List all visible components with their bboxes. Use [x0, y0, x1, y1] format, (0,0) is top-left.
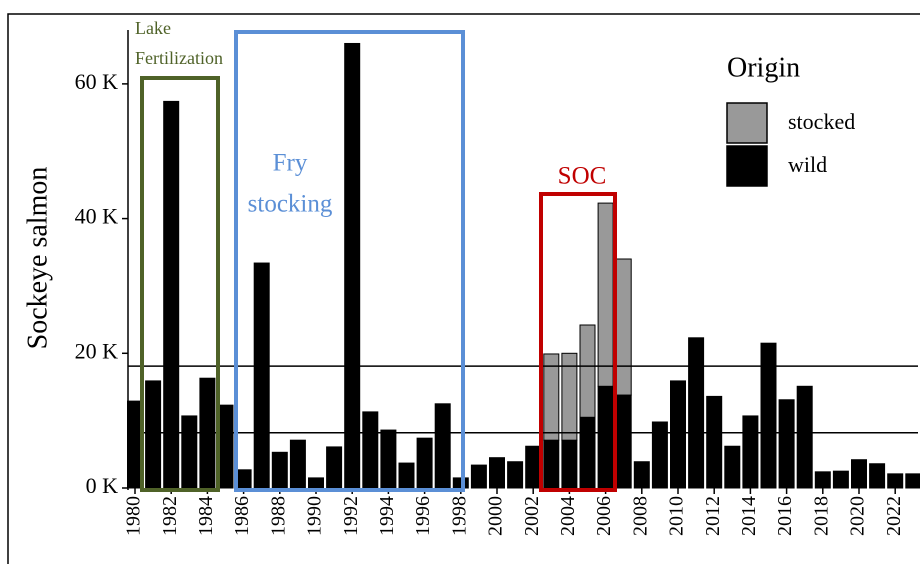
x-tick-label: 1992 [340, 496, 362, 536]
bar [579, 416, 596, 489]
bar [670, 380, 686, 489]
bar [344, 42, 361, 489]
bar [326, 446, 343, 489]
legend-swatch [726, 145, 768, 187]
x-tick-label: 2002 [521, 496, 543, 536]
y-tick-label: 40 K [75, 204, 119, 229]
legend-label: wild [788, 152, 827, 177]
bar [434, 403, 451, 489]
x-tick-label: 2000 [485, 496, 507, 536]
x-tick-label: 2020 [847, 496, 869, 536]
x-tick-label: 1988 [267, 496, 289, 536]
bar [308, 477, 324, 489]
bar [597, 385, 614, 489]
y-tick-label: 60 K [75, 69, 119, 94]
bar [561, 439, 578, 489]
bar [832, 470, 849, 489]
bar [507, 461, 524, 489]
x-tick-label: 1996 [412, 496, 434, 536]
bar [416, 437, 433, 489]
bar [615, 258, 632, 396]
x-tick-label: 2016 [774, 496, 796, 536]
x-tick-label: 2022 [883, 496, 905, 536]
x-tick-label: 2010 [666, 496, 688, 536]
x-tick-label: 1998 [448, 496, 470, 536]
bar [163, 100, 180, 489]
bar [615, 394, 632, 489]
x-tick-label: 1984 [195, 496, 217, 536]
bar [271, 451, 288, 489]
bar [217, 404, 234, 489]
annotation-label: Lake [135, 18, 171, 38]
bar [851, 459, 867, 489]
annotation-label: SOC [558, 163, 607, 190]
bar [869, 463, 886, 489]
bar [181, 415, 198, 489]
bar [489, 457, 505, 489]
bar [651, 421, 668, 489]
annotation-label: stocking [248, 191, 333, 218]
x-tick-label: 2018 [810, 496, 832, 536]
annotation-label: Fry [273, 150, 308, 177]
legend-label: stocked [788, 109, 855, 134]
legend-swatch [726, 102, 768, 144]
frame [7, 13, 920, 564]
annotation-box [140, 76, 220, 492]
x-tick-label: 1982 [159, 496, 181, 536]
bar [145, 380, 162, 489]
bar [380, 429, 397, 489]
bar [814, 471, 831, 489]
bar [742, 415, 759, 489]
x-tick-label: 2014 [738, 496, 760, 536]
bar [905, 473, 920, 489]
annotation-label: Fertilization [135, 48, 223, 68]
x-tick-label: 1990 [304, 496, 326, 536]
bar [543, 439, 560, 489]
bar [796, 385, 813, 489]
x-tick-label: 1980 [123, 496, 145, 536]
bar [253, 262, 270, 489]
bar [724, 445, 741, 489]
legend-title: Origin [727, 52, 800, 83]
bar [887, 473, 904, 489]
bar [543, 353, 560, 441]
annotation-box [234, 30, 465, 492]
annotation-box [539, 192, 617, 492]
bar [470, 464, 487, 489]
bar [398, 462, 415, 489]
bar [706, 395, 723, 489]
bar [235, 469, 252, 489]
bar [452, 477, 469, 489]
bar [362, 411, 379, 489]
bar [579, 324, 596, 418]
x-tick-label: 2008 [629, 496, 651, 536]
bar [778, 399, 795, 489]
y-tick-label: 0 K [86, 473, 119, 498]
x-tick-label: 2004 [557, 496, 579, 536]
bar [760, 342, 777, 489]
bar [289, 439, 306, 489]
bar [688, 337, 705, 489]
bar [597, 202, 614, 387]
y-axis-label: Sockeye salmon [22, 167, 53, 350]
x-tick-label: 1994 [376, 496, 398, 536]
bar [633, 461, 650, 489]
bar [525, 445, 542, 489]
x-tick-label: 1986 [231, 496, 253, 536]
y-tick-label: 20 K [75, 338, 119, 363]
x-tick-label: 2006 [593, 496, 615, 536]
x-tick-label: 2012 [702, 496, 724, 536]
bar [561, 352, 578, 441]
